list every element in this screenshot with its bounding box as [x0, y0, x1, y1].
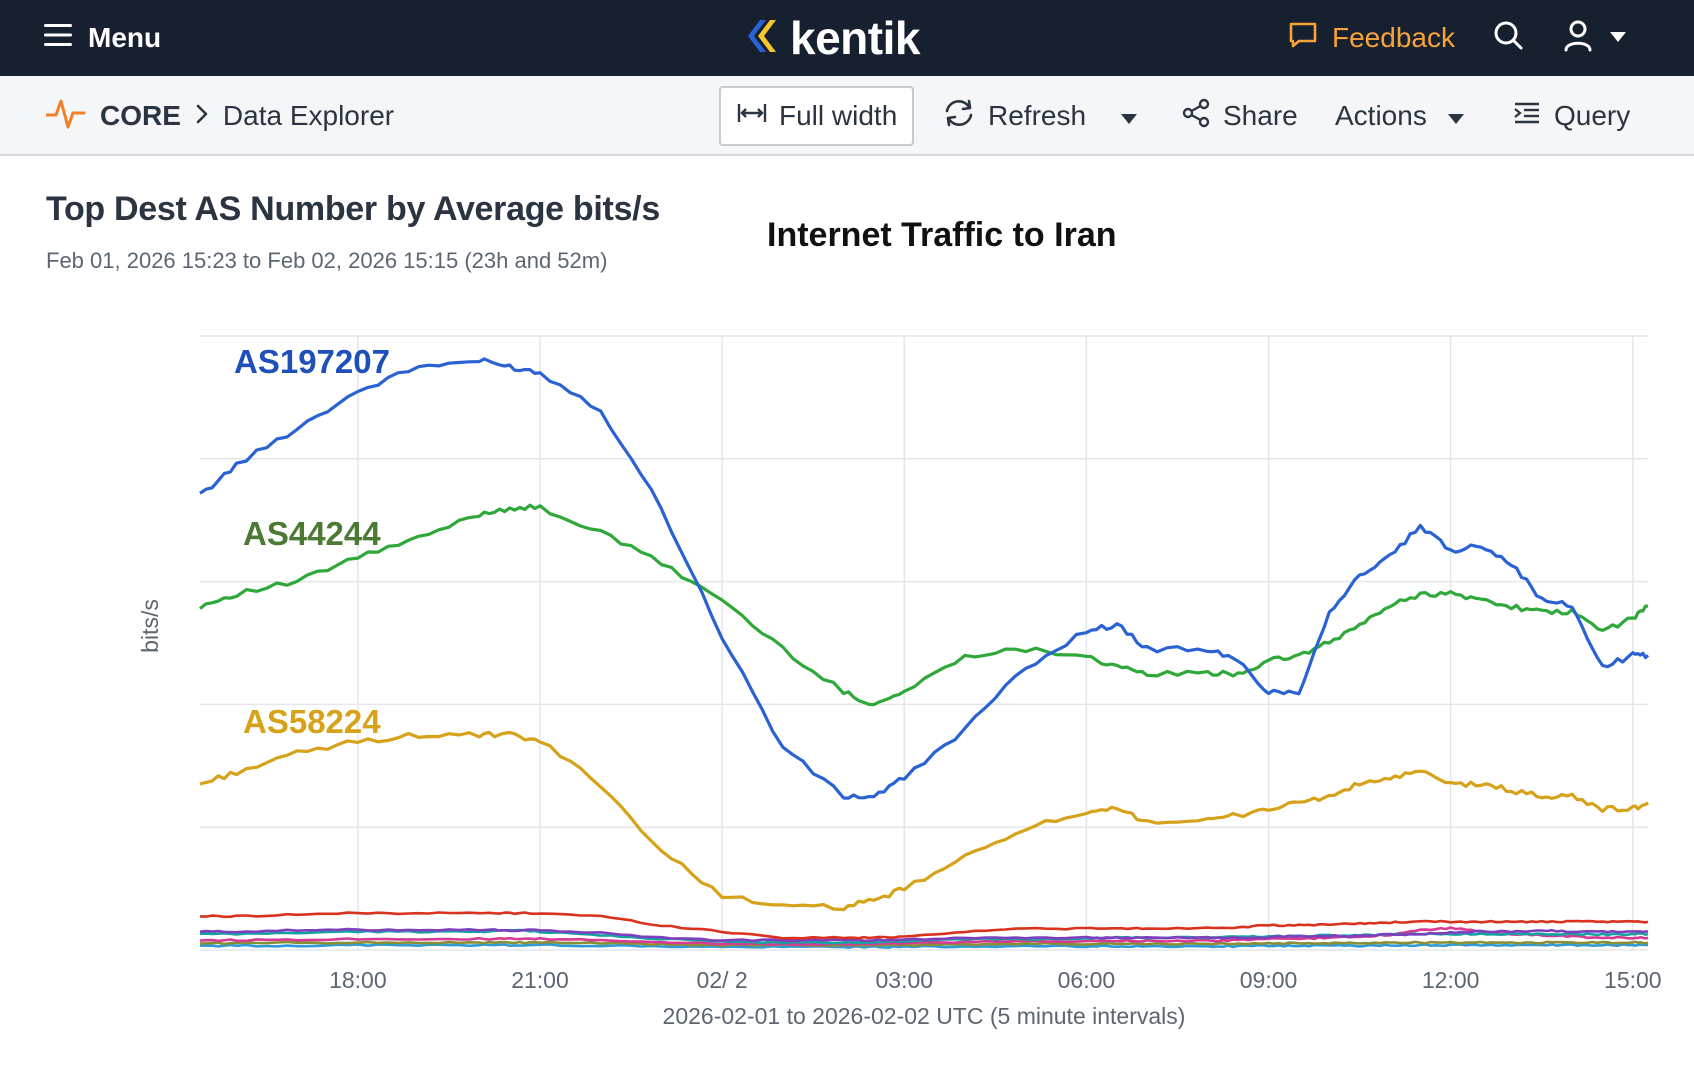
chevron-down-icon — [1609, 30, 1627, 48]
full-width-button[interactable]: Full width — [719, 86, 914, 146]
x-axis-label: 2026-02-01 to 2026-02-02 UTC (5 minute i… — [663, 1003, 1186, 1029]
series-label-as44244: AS44244 — [243, 515, 381, 552]
kentik-logo-icon — [740, 16, 780, 61]
chevron-right-icon — [195, 100, 209, 132]
panel-time-range: Feb 01, 2026 15:23 to Feb 02, 2026 15:15… — [46, 248, 608, 273]
x-tick-label: 15:00 — [1604, 967, 1662, 993]
chart-series-lines — [199, 357, 1650, 949]
share-button[interactable]: Share — [1181, 86, 1298, 146]
user-icon — [1563, 18, 1593, 59]
query-button[interactable]: Query — [1512, 86, 1630, 146]
core-pulse-icon — [45, 95, 86, 138]
search-icon[interactable] — [1493, 18, 1525, 54]
query-list-icon — [1512, 100, 1542, 133]
feedback-button[interactable]: Feedback — [1288, 16, 1455, 60]
series-line-other-1[interactable] — [199, 911, 1649, 940]
series-label-as197207: AS197207 — [234, 343, 390, 380]
feedback-label: Feedback — [1332, 22, 1455, 53]
hamburger-menu-icon — [44, 22, 74, 54]
chevron-down-icon — [1447, 100, 1465, 132]
x-tick-label: 21:00 — [511, 967, 569, 993]
logo-text: kentik — [790, 12, 920, 64]
actions-menu-button[interactable]: Actions — [1335, 86, 1465, 146]
chevron-down-icon — [1120, 100, 1138, 132]
share-label: Share — [1223, 100, 1298, 131]
query-label: Query — [1554, 100, 1631, 131]
series-line-as197207[interactable] — [199, 357, 1650, 800]
refresh-label: Refresh — [988, 100, 1087, 131]
x-tick-label: 18:00 — [329, 967, 387, 993]
full-width-icon — [737, 100, 767, 132]
series-line-other-2[interactable] — [199, 927, 1649, 943]
top-navigation-bar: Menu kentik Feedback — [0, 0, 1694, 76]
actions-label: Actions — [1335, 100, 1427, 131]
chart-series-labels: AS197207 AS44244 AS58224 — [234, 343, 390, 740]
series-line-other-5[interactable] — [199, 940, 1649, 947]
breadcrumb-data-explorer: Data Explorer — [222, 100, 395, 131]
series-label-as58224: AS58224 — [243, 703, 381, 740]
menu-button[interactable]: Menu — [44, 18, 161, 58]
user-account-menu[interactable] — [1563, 18, 1627, 59]
refresh-icon — [942, 98, 976, 135]
panel-title: Top Dest AS Number by Average bits/s — [46, 190, 660, 228]
share-icon — [1181, 98, 1211, 135]
series-line-other-6[interactable] — [199, 943, 1649, 949]
x-tick-label: 03:00 — [875, 967, 933, 993]
series-line-as44244[interactable] — [199, 503, 1649, 707]
x-tick-label: 12:00 — [1422, 967, 1480, 993]
x-tick-label: 09:00 — [1240, 967, 1298, 993]
menu-label: Menu — [88, 22, 162, 53]
chart-gridlines — [200, 335, 1648, 951]
y-axis-label: bits/s — [137, 599, 163, 653]
refresh-options-dropdown[interactable] — [1120, 86, 1138, 146]
x-axis-ticks: 18:00 21:00 02/ 2 03:00 06:00 09:00 12:00 15:00 — [329, 967, 1662, 993]
breadcrumb-core[interactable]: CORE — [100, 100, 181, 131]
kentik-logo[interactable]: kentik — [740, 10, 920, 66]
chart-title: Internet Traffic to Iran — [767, 216, 1117, 254]
page-toolbar: CORE Data Explorer Full width Refresh — [0, 76, 1694, 156]
feedback-icon — [1288, 20, 1318, 57]
full-width-label: Full width — [779, 100, 898, 131]
x-tick-label: 06:00 — [1058, 967, 1116, 993]
series-line-as58224[interactable] — [199, 730, 1649, 912]
refresh-button[interactable]: Refresh — [942, 86, 1086, 146]
x-tick-label: 02/ 2 — [697, 967, 748, 993]
breadcrumb: CORE Data Explorer — [45, 95, 395, 138]
